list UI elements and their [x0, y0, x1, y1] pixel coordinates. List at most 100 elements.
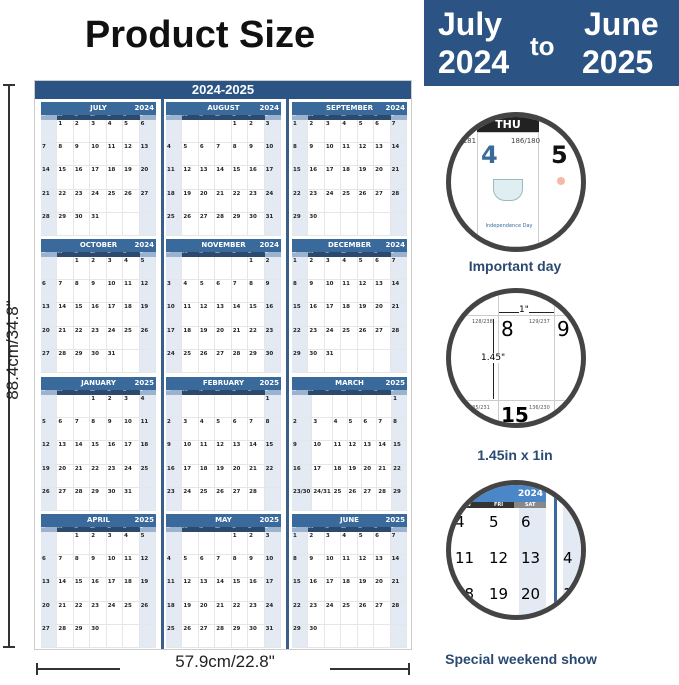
day-cell — [324, 624, 342, 648]
day-cell: 3 — [106, 532, 124, 556]
day-cell: 31 — [90, 212, 107, 236]
important-day-zoom: THU 185/181 186/180 4 5 Independence Day — [446, 112, 586, 252]
day-cell: 12 — [139, 555, 156, 579]
day-cell — [166, 257, 183, 281]
month-year: 2025 — [259, 516, 279, 524]
day-number: 9 — [557, 317, 570, 341]
day-cell: 8 — [73, 280, 91, 304]
day-cell: 23 — [308, 601, 325, 625]
day-cell: 20 — [41, 326, 58, 350]
month-november: NOVEMBER 2024 SUN MON TUE WED THU FRI SAT 1 2 3 4 5 6 7… — [166, 239, 281, 373]
day-cell: 11 — [332, 441, 348, 465]
day-cell: 11 — [182, 303, 199, 327]
day-number: 11 — [563, 585, 583, 603]
day-cell — [57, 395, 74, 419]
month-year: 2024 — [385, 241, 405, 249]
day-cell: 4 — [341, 532, 358, 556]
day-cell: 26 — [123, 189, 140, 213]
flower-icon — [557, 177, 565, 185]
day-cell: 27 — [374, 189, 391, 213]
day-cell: 9 — [73, 143, 91, 167]
day-cell: 15 — [392, 441, 407, 465]
weekday-label: SAT — [264, 527, 281, 532]
day-cell: 28 — [248, 487, 265, 511]
day-cell: 20 — [231, 464, 249, 488]
feature-caption: 1.45in x 1in — [477, 447, 553, 463]
day-cell: 1 — [292, 120, 309, 144]
day-number: 4 — [481, 141, 498, 169]
day-cell: 17 — [264, 166, 281, 190]
day-number: 4 — [563, 549, 573, 567]
weekday-label: FRI — [248, 115, 252, 117]
month-header: JUNE 2025 — [292, 514, 407, 527]
day-cell — [374, 349, 391, 373]
day-cell: 3 — [90, 120, 107, 144]
month-year: 2025 — [385, 516, 405, 524]
weekday-row: SUN MON TUE WED THU FRI SAT — [41, 252, 156, 257]
day-grid: 1 2 3 4 5 6 7 8 9 10 11 12 13 14 15 16 17 18 19 20 21 22 23 24 2… — [166, 532, 281, 648]
weekday-label: SAT — [514, 502, 547, 508]
weekday-label: TUE — [198, 252, 203, 254]
month-year: 2024 — [134, 104, 154, 112]
month-year: 2025 — [385, 379, 405, 387]
day-number: 18 — [455, 585, 475, 603]
day-cell: 23/30 — [292, 487, 313, 511]
day-cell: 16 — [308, 578, 325, 602]
day-cell: 22 — [264, 464, 281, 488]
day-cell: 17 — [123, 441, 140, 465]
day-cell: 4 — [106, 120, 124, 144]
day-cell: 1 — [73, 532, 91, 556]
day-cell: 2 — [166, 418, 183, 442]
weekday-label: TUE — [73, 115, 78, 117]
day-cell: 1 — [248, 257, 265, 281]
weekday-row: SUN MON TUE WED THU FRI SAT — [166, 527, 281, 532]
day-cell: 9 — [248, 555, 265, 579]
weekday-label: THU — [477, 117, 539, 132]
weekday-label: TUE — [324, 252, 329, 254]
day-cell: 22 — [73, 601, 91, 625]
day-cell — [198, 120, 216, 144]
day-cell: 11 — [166, 578, 183, 602]
weekday-label: FRI — [374, 252, 378, 254]
day-cell: 3 — [182, 418, 199, 442]
day-cell: 14 — [390, 143, 407, 167]
day-cell: 23 — [308, 326, 325, 350]
height-dimension-label: 88.4cm/34.8" — [3, 300, 22, 400]
day-cell: 21 — [41, 189, 58, 213]
day-cell — [41, 532, 58, 556]
weekday-label: FRI — [123, 527, 127, 529]
day-cell: 12 — [357, 143, 375, 167]
weekday-label: SAT — [139, 252, 156, 257]
day-cell: 3 — [324, 120, 342, 144]
day-cell: 10 — [123, 418, 140, 442]
day-cell: 19 — [182, 601, 199, 625]
day-cell: 18 — [341, 303, 358, 327]
day-cell: 11 — [106, 143, 124, 167]
day-cell: 19 — [357, 578, 375, 602]
day-cell: 23 — [90, 326, 107, 350]
weekday-label: TUE — [324, 527, 329, 529]
weekday-label: FRI — [248, 390, 252, 392]
day-cell: 27 — [231, 487, 249, 511]
weekday-label: FRI — [374, 527, 378, 529]
day-cell — [215, 120, 232, 144]
day-cell: 24 — [324, 326, 342, 350]
day-cell: 10 — [324, 280, 342, 304]
column-divider — [286, 99, 289, 649]
day-cell: 16 — [73, 166, 91, 190]
day-cell: 10 — [264, 143, 281, 167]
day-cell: 5 — [357, 120, 375, 144]
month-name: FEBRUARY — [202, 379, 245, 387]
month-header: DECEMBER 2024 — [292, 239, 407, 252]
day-cell: 9 — [308, 280, 325, 304]
day-cell: 27 — [41, 624, 58, 648]
month-header: MARCH 2025 — [292, 377, 407, 390]
day-cell: 11 — [139, 418, 156, 442]
day-cell: 16 — [248, 578, 265, 602]
day-cell: 8 — [90, 418, 107, 442]
day-cell — [264, 487, 281, 511]
day-cell: 5 — [123, 120, 140, 144]
day-count: 129/237 — [529, 319, 550, 325]
day-cell — [357, 624, 375, 648]
day-cell: 25 — [166, 212, 183, 236]
